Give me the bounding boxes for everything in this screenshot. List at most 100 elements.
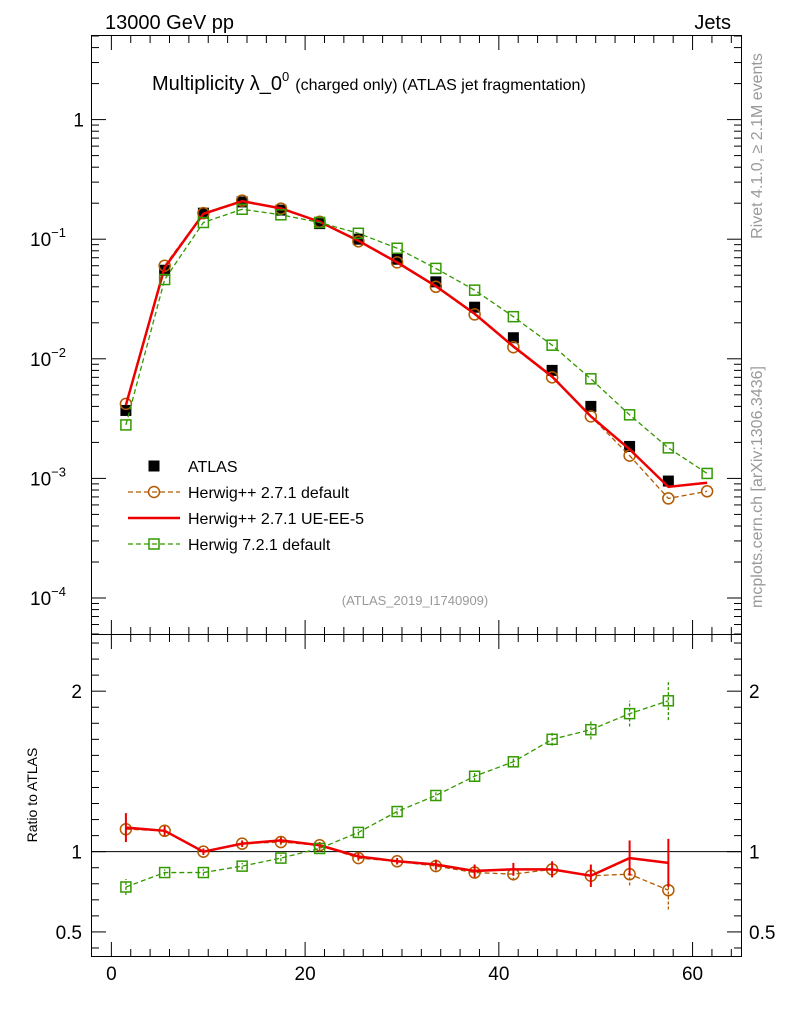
data-point [235, 194, 249, 207]
main-axis-ticks: 10−410−310−210−11 [30, 35, 741, 635]
main-y-tick-label: 10−4 [30, 584, 66, 610]
ratio-point [236, 860, 248, 872]
plot-title: Multiplicity λ_00 (charged only) (ATLAS j… [152, 69, 586, 95]
ratio-y-tick-label: 1 [71, 843, 82, 864]
legend-label: ATLAS [188, 459, 238, 476]
ratio-series-herwig-2-7-1-ue-ee-5 [124, 813, 670, 887]
data-point [662, 442, 675, 454]
main-y-tick-mantissa: 10 [30, 350, 51, 371]
data-point [236, 203, 248, 215]
plot-title-main: Multiplicity λ_0 [152, 73, 282, 95]
legend-marker [148, 460, 160, 472]
ratio-point [313, 842, 326, 855]
data-point [120, 419, 132, 431]
legend-item: Herwig++ 2.7.1 default [128, 485, 350, 502]
main-y-tick-mantissa: 1 [73, 111, 84, 132]
ratio-point [197, 866, 210, 879]
ratio-point [546, 733, 558, 746]
plot-title-superscript: 0 [282, 69, 289, 84]
legend-item: Herwig 7.2.1 default [128, 537, 331, 554]
mcplots-label: mcplots.cern.ch [arXiv:1306.3436] [749, 366, 766, 608]
data-point [197, 216, 210, 229]
data-point [701, 467, 713, 480]
ratio-y-tick-label: 2 [71, 682, 82, 703]
data-point [545, 371, 559, 384]
ratio-series-line [125, 700, 669, 888]
energy-label: 13000 GeV pp [105, 12, 234, 34]
main-y-tick-label: 1 [73, 111, 84, 132]
plot-title-rest: (charged only) (ATLAS jet fragmentation) [295, 77, 586, 94]
series-line [125, 199, 708, 500]
ratio-panel-frame [91, 634, 742, 957]
data-point [430, 262, 442, 275]
legend-label: Herwig++ 2.7.1 UE-EE-5 [188, 511, 364, 528]
data-point [624, 440, 636, 452]
main-y-tick-label: 10−2 [30, 345, 66, 371]
ratio-point [507, 756, 520, 768]
data-point [119, 397, 133, 411]
data-point [662, 475, 674, 487]
data-point [468, 308, 481, 321]
ratio-point [352, 826, 365, 839]
series-line [124, 199, 708, 489]
main-y-tick-exponent: −2 [51, 345, 66, 360]
ratio-point [468, 770, 481, 782]
ratio-point [275, 852, 287, 864]
series-herwig-2-7-1-ue-ee-5 [124, 199, 708, 489]
ratio-axis-label: Ratio to ATLAS [24, 748, 40, 843]
rivet-version-label: Rivet 4.1.0, ≥ 2.1M events [749, 53, 766, 239]
data-point [700, 485, 714, 498]
data-point [546, 339, 558, 351]
category-label: Jets [694, 12, 731, 34]
ratio-point [662, 695, 675, 707]
ratio-y-tick-label-right: 1 [749, 843, 760, 864]
ratio-point [430, 789, 442, 802]
main-y-tick-mantissa: 10 [30, 469, 51, 490]
legend-item: Herwig++ 2.7.1 UE-EE-5 [128, 511, 364, 528]
data-point [429, 280, 443, 294]
main-y-tick-label: 10−3 [30, 464, 66, 490]
data-point [546, 364, 558, 376]
series-herwig-2-7-1-default [119, 194, 714, 505]
main-y-tick-mantissa: 10 [30, 230, 51, 251]
ratio-axis-ticks: 0.5 0.51 12 20 20 40 60 [56, 635, 775, 985]
data-point [623, 409, 636, 421]
ratio-point [585, 723, 597, 736]
data-point [507, 332, 519, 344]
ratio-series-herwig-7-2-1-default [120, 681, 675, 896]
series-line [125, 208, 708, 474]
data-point [585, 400, 597, 412]
data-point [352, 227, 365, 240]
ratio-y-tick-label-right: 0.5 [749, 923, 775, 944]
ratio-point [158, 866, 171, 879]
data-point [352, 235, 365, 248]
ratio-y-tick-label: 0.5 [56, 923, 82, 944]
data-point [275, 209, 287, 221]
main-series-group [119, 194, 714, 505]
data-point [391, 242, 403, 255]
data-point [468, 284, 481, 296]
data-point [158, 273, 171, 286]
legend-marker [148, 538, 160, 550]
main-y-tick-exponent: −3 [51, 464, 66, 479]
data-point [584, 410, 598, 423]
legend-label: Herwig++ 2.7.1 default [188, 485, 350, 502]
legend-label: Herwig 7.2.1 default [188, 537, 331, 554]
data-point [390, 256, 404, 269]
ratio-series-group [119, 681, 675, 910]
data-point [352, 233, 364, 245]
data-point [507, 310, 520, 323]
main-y-tick-mantissa: 10 [30, 589, 51, 610]
data-point [585, 373, 597, 385]
ratio-x-tick-label: 60 [682, 964, 703, 985]
ratio-point [391, 805, 403, 818]
data-point [662, 492, 675, 505]
ratio-x-tick-label: 20 [295, 964, 316, 985]
series-atlas [120, 196, 674, 487]
legend-marker [147, 485, 161, 499]
ratio-x-tick-label: 40 [488, 964, 509, 985]
analysis-label: (ATLAS_2019_I1740909) [342, 593, 488, 608]
ratio-point [120, 881, 132, 893]
main-y-tick-exponent: −1 [51, 225, 66, 240]
